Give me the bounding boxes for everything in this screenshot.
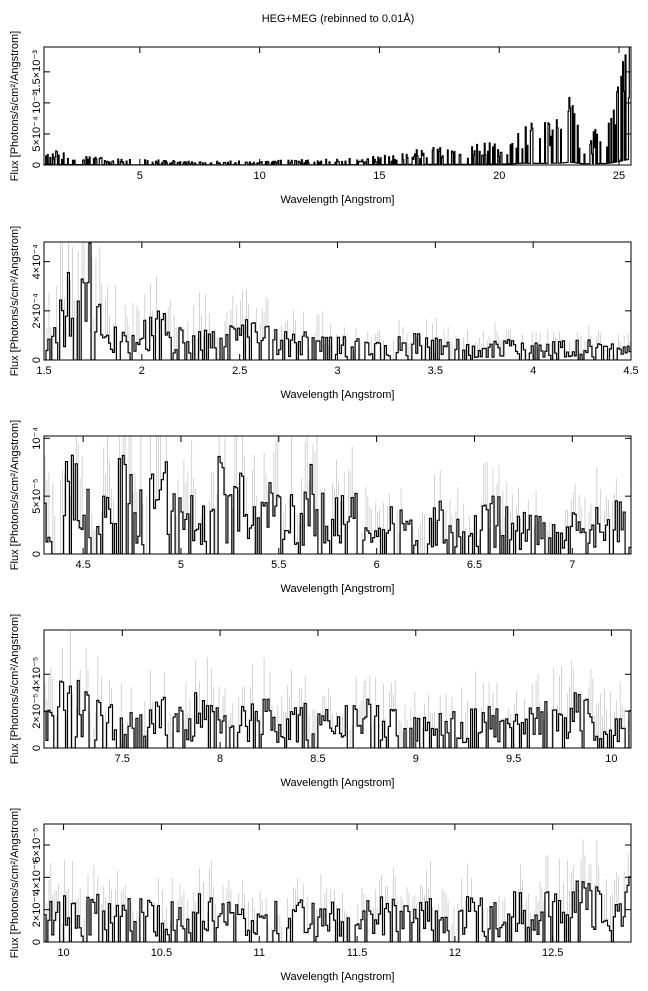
y-axis-label: Flux [Photons/s/cm²/Angstrom]: [9, 31, 21, 181]
y-tick-label: 6×10⁻⁵: [31, 827, 43, 862]
error-bars: [46, 242, 631, 360]
y-tick-label: 5×10⁻⁴: [31, 116, 43, 152]
y-tick-label: 10⁻³: [31, 92, 43, 114]
x-tick-label: 10: [605, 753, 617, 765]
y-tick-label: 0: [31, 745, 43, 751]
spectrum-line: [44, 242, 631, 360]
x-tick-label: 11.5: [347, 947, 368, 959]
y-tick-label: 0: [31, 551, 43, 557]
plot-frame: [43, 629, 632, 749]
x-tick-label: 3.5: [428, 365, 443, 377]
x-tick-label: 12.5: [542, 947, 563, 959]
x-tick-label: 7: [569, 559, 575, 571]
x-axis-label: Wavelength [Angstrom]: [281, 389, 395, 401]
y-tick-label: 0: [31, 162, 43, 168]
x-tick-label: 2.5: [232, 365, 247, 377]
error-bars: [46, 839, 629, 942]
y-tick-label: 10⁻⁴: [31, 427, 43, 450]
panel-4: 7.5 8 8.5 9 9.5 10 0 2×10⁻⁵ 4×10⁻⁵ Wavelength [An…: [9, 614, 632, 789]
y-axis-label: Flux [Photons/s/cm²/Angstrom]: [9, 226, 21, 376]
x-tick-label: 6.5: [467, 559, 482, 571]
x-tick-label: 9.5: [506, 753, 521, 765]
y-tick-label: 5×10⁻⁵: [31, 479, 43, 514]
x-tick-label: 1.5: [36, 365, 51, 377]
spectrum-line: [44, 876, 631, 942]
y-tick-label: 4×10⁻⁵: [31, 860, 43, 895]
x-tick-label: 25: [613, 170, 625, 182]
y-axis-label: Flux [Photons/s/cm²/Angstrom]: [9, 614, 21, 764]
y-tick-label: 2×10⁻⁵: [31, 892, 43, 927]
x-tick-label: 11: [254, 947, 265, 959]
y-tick-label: 1.5×10⁻³: [31, 50, 43, 94]
panel-3: 4.5 5 5.5 6 6.5 7 0 5×10⁻⁵ 10⁻⁴ Wavelength [Angst…: [9, 420, 632, 595]
plot-frame: [43, 435, 632, 555]
x-tick-label: 15: [373, 170, 385, 182]
y-axis-label: Flux [Photons/s/cm²/Angstrom]: [9, 808, 21, 958]
x-tick-label: 4.5: [623, 365, 638, 377]
error-bars: [44, 630, 629, 748]
y-tick-label: 0: [31, 939, 43, 945]
x-tick-label: 5: [178, 559, 184, 571]
y-tick-label: 2×10⁻⁴: [31, 293, 43, 329]
x-tick-label: 5.5: [271, 559, 286, 571]
panel-2: 1.5 2 2.5 3 3.5 4 4.5 0 2×10⁻⁴ 4×10⁻⁴ Wavelength […: [9, 226, 639, 401]
y-tick-label: 4×10⁻⁴: [31, 244, 43, 280]
spectrum-line: [44, 47, 630, 165]
chart-title: HEG+MEG (rebinned to 0.01Å): [262, 12, 415, 25]
x-tick-label: 7.5: [115, 753, 130, 765]
x-tick-label: 10.5: [151, 947, 172, 959]
error-bars: [44, 436, 617, 554]
plot-frame: [43, 823, 632, 943]
x-tick-label: 9: [413, 753, 419, 765]
x-axis-label: Wavelength [Angstrom]: [281, 194, 395, 206]
panel-1: 5 10 15 20 25 0 5×10⁻⁴ 10⁻³1.5×10⁻³ Wavelength […: [9, 31, 632, 206]
x-tick-label: 4: [530, 365, 536, 377]
x-tick-label: 4.5: [75, 559, 90, 571]
x-tick-label: 12: [449, 947, 461, 959]
x-tick-label: 8.5: [310, 753, 325, 765]
y-axis-label: Flux [Photons/s/cm²/Angstrom]: [9, 420, 21, 570]
y-tick-label: 4×10⁻⁵: [31, 657, 43, 692]
x-tick-label: 6: [374, 559, 380, 571]
x-tick-label: 5: [137, 170, 143, 182]
x-tick-label: 10: [57, 947, 69, 959]
plot-frame: [43, 46, 632, 166]
spectrum-line: [44, 679, 631, 748]
x-axis-label: Wavelength [Angstrom]: [281, 583, 395, 595]
x-axis-label: Wavelength [Angstrom]: [281, 777, 395, 789]
panel-5: 10 10.5 11 11.5 12 12.5 0 2×10⁻⁵4×10⁻⁵6×10⁻⁵ Wav…: [9, 808, 632, 983]
x-tick-label: 20: [493, 170, 505, 182]
x-tick-label: 8: [217, 753, 223, 765]
spectrum-line: [44, 454, 631, 554]
y-tick-label: 0: [31, 357, 43, 363]
x-axis-label: Wavelength [Angstrom]: [281, 971, 395, 983]
y-tick-label: 2×10⁻⁵: [31, 694, 43, 729]
x-tick-label: 2: [139, 365, 145, 377]
x-tick-label: 3: [334, 365, 340, 377]
x-tick-label: 10: [254, 170, 266, 182]
